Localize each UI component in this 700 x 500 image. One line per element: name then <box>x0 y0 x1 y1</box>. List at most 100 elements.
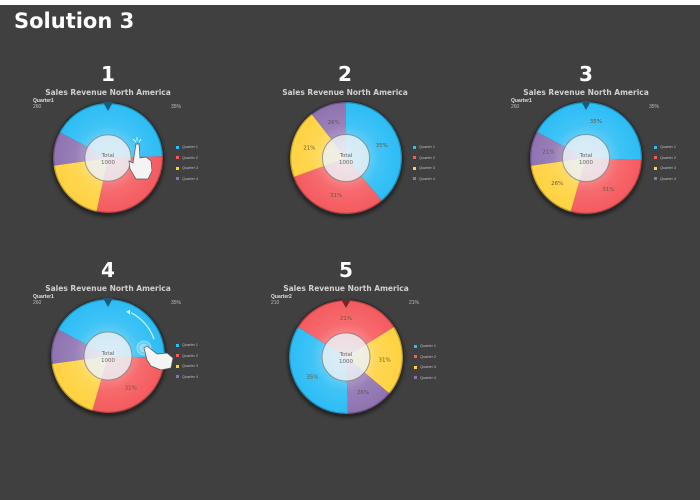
legend-label: Quarter 3 <box>420 365 437 370</box>
legend-swatch-icon <box>654 145 657 149</box>
legend-label: Quarter 4 <box>660 176 677 181</box>
legend-label: Quarter 2 <box>182 353 199 358</box>
panel-number: 1 <box>101 62 115 86</box>
legend-item-quarter-2[interactable]: Quarter 2 <box>176 351 198 362</box>
legend-label: Quarter 1 <box>420 344 437 349</box>
center-total-value: 1000 <box>101 160 115 166</box>
selected-quarter-value: 260 <box>33 104 42 110</box>
chart-legend: Quarter 1 Quarter 2 Quarter 3 Quarter 4 <box>414 341 436 383</box>
center-total-label: Total <box>579 153 593 159</box>
selection-pointer-icon <box>581 101 591 110</box>
legend-item-quarter-3[interactable]: Quarter 3 <box>176 163 198 174</box>
legend-label: Quarter 3 <box>182 364 199 369</box>
legend-item-quarter-4[interactable]: Quarter 4 <box>654 174 676 185</box>
legend-swatch-icon <box>176 354 179 358</box>
chart-title: Sales Revenue North America <box>523 88 649 97</box>
legend-item-quarter-3[interactable]: Quarter 3 <box>654 163 676 174</box>
selected-quarter-percent: 21% <box>409 300 420 306</box>
legend-label: Quarter 3 <box>660 166 677 171</box>
chart-panel-2: 2 Sales Revenue North America35%31%21%26%… <box>270 62 500 252</box>
center-total-value: 1000 <box>339 359 353 365</box>
legend-swatch-icon <box>414 365 417 369</box>
selected-quarter-value: 260 <box>33 300 42 306</box>
legend-item-quarter-2[interactable]: Quarter 2 <box>413 153 435 164</box>
center-total-value: 1000 <box>339 160 353 166</box>
legend-swatch-icon <box>176 375 179 379</box>
selected-quarter-percent: 35% <box>171 104 182 110</box>
legend-label: Quarter 1 <box>182 145 199 150</box>
legend-item-quarter-1[interactable]: Quarter 1 <box>654 142 676 153</box>
center-total-hub <box>83 331 133 381</box>
legend-label: Quarter 2 <box>182 155 199 160</box>
legend-item-quarter-1[interactable]: Quarter 1 <box>176 142 198 153</box>
chart-title: Sales Revenue North America <box>283 284 409 293</box>
legend-swatch-icon <box>413 145 416 149</box>
chart-title: Sales Revenue North America <box>45 88 171 97</box>
legend-label: Quarter 1 <box>182 343 199 348</box>
selected-quarter-percent: 35% <box>171 300 182 306</box>
center-total-value: 1000 <box>101 358 115 364</box>
legend-item-quarter-4[interactable]: Quarter 4 <box>413 174 435 185</box>
legend-swatch-icon <box>414 355 417 359</box>
legend-swatch-icon <box>176 166 179 170</box>
legend-label: Quarter 3 <box>419 166 436 171</box>
legend-swatch-icon <box>413 177 416 181</box>
chart-panel-4: 4 Sales Revenue North America Quarter1 260 3… <box>33 258 263 448</box>
legend-item-quarter-4[interactable]: Quarter 4 <box>176 372 198 383</box>
legend-label: Quarter 2 <box>419 155 436 160</box>
legend-item-quarter-4[interactable]: Quarter 4 <box>176 174 198 185</box>
center-total-hub <box>321 133 371 183</box>
chart-panel-5: 5 Sales Revenue North America Quarter2 210 2… <box>271 258 501 448</box>
center-total-label: Total <box>101 351 115 357</box>
legend-swatch-icon <box>414 344 417 348</box>
legend-item-quarter-2[interactable]: Quarter 2 <box>414 352 436 363</box>
legend-item-quarter-3[interactable]: Quarter 3 <box>414 362 436 373</box>
legend-swatch-icon <box>176 156 179 160</box>
legend-item-quarter-2[interactable]: Quarter 2 <box>654 153 676 164</box>
legend-label: Quarter 4 <box>420 375 437 380</box>
selected-quarter-name: Quarter1 <box>33 294 54 300</box>
legend-swatch-icon <box>176 177 179 181</box>
chart-panel-3: 3 Sales Revenue North America Quarter1 260 3… <box>511 62 700 252</box>
selection-pointer-icon <box>103 102 113 111</box>
legend-item-quarter-4[interactable]: Quarter 4 <box>414 373 436 384</box>
chart-legend: Quarter 1 Quarter 2 Quarter 3 Quarter 4 <box>176 142 198 184</box>
legend-swatch-icon <box>176 364 179 368</box>
selected-quarter-percent: 35% <box>649 104 660 110</box>
legend-swatch-icon <box>414 376 417 380</box>
panel-number: 4 <box>101 258 115 282</box>
center-total-hub <box>321 332 371 382</box>
chart-panel-1: 1 Sales Revenue North America Quarter1 260 3… <box>33 62 263 252</box>
chart-legend: Quarter 1 Quarter 2 Quarter 3 Quarter 4 <box>176 340 198 382</box>
chart-title: Sales Revenue North America <box>282 88 408 97</box>
legend-item-quarter-2[interactable]: Quarter 2 <box>176 153 198 164</box>
center-total-label: Total <box>101 153 115 159</box>
selected-quarter-name: Quarter2 <box>271 294 292 300</box>
chart-legend: Quarter 1 Quarter 2 Quarter 3 Quarter 4 <box>413 142 435 184</box>
selected-quarter-value: 260 <box>511 104 520 110</box>
selection-pointer-icon <box>341 299 351 308</box>
legend-item-quarter-1[interactable]: Quarter 1 <box>413 142 435 153</box>
legend-label: Quarter 4 <box>182 176 199 181</box>
legend-item-quarter-3[interactable]: Quarter 3 <box>413 163 435 174</box>
chart-legend: Quarter 1 Quarter 2 Quarter 3 Quarter 4 <box>654 142 676 184</box>
selected-quarter-value: 210 <box>271 300 280 306</box>
chart-title: Sales Revenue North America <box>45 284 171 293</box>
legend-label: Quarter 3 <box>182 166 199 171</box>
legend-swatch-icon <box>413 166 416 170</box>
center-total-label: Total <box>339 352 353 358</box>
panel-number: 2 <box>338 62 352 86</box>
legend-label: Quarter 4 <box>419 176 436 181</box>
legend-swatch-icon <box>654 156 657 160</box>
legend-swatch-icon <box>176 145 179 149</box>
legend-item-quarter-1[interactable]: Quarter 1 <box>176 340 198 351</box>
legend-item-quarter-1[interactable]: Quarter 1 <box>414 341 436 352</box>
legend-item-quarter-3[interactable]: Quarter 3 <box>176 361 198 372</box>
selected-quarter-name: Quarter1 <box>33 98 54 104</box>
page-title: Solution 3 <box>14 9 135 33</box>
